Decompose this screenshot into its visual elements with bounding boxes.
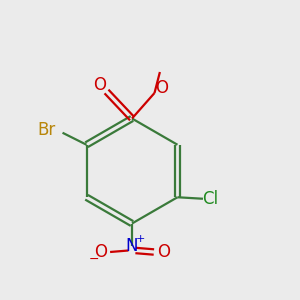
Text: Br: Br — [37, 121, 55, 139]
Text: N: N — [126, 237, 138, 255]
Text: O: O — [157, 243, 170, 261]
Text: O: O — [94, 243, 107, 261]
Text: O: O — [155, 79, 169, 97]
Text: O: O — [93, 76, 106, 94]
Text: −: − — [89, 253, 99, 266]
Text: +: + — [136, 233, 145, 244]
Text: Cl: Cl — [202, 190, 218, 208]
